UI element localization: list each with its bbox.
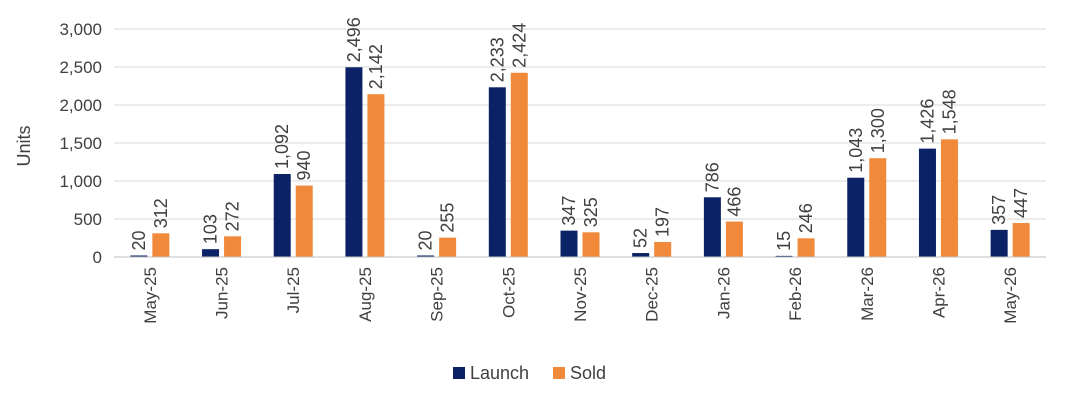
x-tick-label: Nov-25 — [571, 267, 590, 322]
bar-launch — [130, 255, 148, 257]
x-tick-label: Jun-25 — [213, 267, 232, 319]
x-tick-label: May-26 — [1001, 267, 1020, 324]
y-tick-label: 1,000 — [59, 172, 102, 191]
data-label-launch: 20 — [129, 230, 149, 250]
x-tick-label: Aug-25 — [356, 267, 375, 322]
x-tick-label: Feb-26 — [786, 267, 805, 321]
data-label-sold: 255 — [438, 203, 458, 233]
bar-sold — [940, 139, 958, 257]
data-label-launch: 357 — [989, 195, 1009, 225]
x-tick-label: Sep-25 — [428, 267, 447, 322]
data-label-launch: 103 — [201, 214, 221, 244]
bar-launch — [345, 67, 363, 257]
x-tick-label: Oct-25 — [499, 267, 518, 318]
data-label-sold: 1,548 — [939, 89, 959, 134]
bar-launch — [918, 148, 936, 257]
data-label-launch: 20 — [416, 230, 436, 250]
bar-launch — [273, 174, 291, 257]
data-label-launch: 1,092 — [272, 124, 292, 169]
bar-launch — [847, 177, 865, 257]
bar-sold — [582, 232, 600, 257]
bar-sold — [295, 185, 313, 257]
y-axis-title: Units — [14, 125, 34, 166]
bar-sold — [152, 233, 170, 257]
bar-sold — [797, 238, 815, 257]
y-tick-label: 2,000 — [59, 96, 102, 115]
data-label-launch: 347 — [559, 196, 579, 226]
data-label-sold: 312 — [151, 198, 171, 228]
data-label-sold: 246 — [796, 203, 816, 233]
bar-sold — [869, 158, 887, 257]
data-label-sold: 466 — [724, 187, 744, 217]
x-tick-label: Jan-26 — [714, 267, 733, 319]
bar-launch — [632, 253, 650, 257]
data-label-sold: 447 — [1011, 188, 1031, 218]
y-tick-label: 500 — [74, 210, 102, 229]
x-tick-label: Jul-25 — [284, 267, 303, 313]
gridlines — [114, 28, 1046, 258]
bar-sold — [439, 237, 457, 257]
bar-sold — [725, 221, 743, 257]
bar-sold — [224, 236, 242, 257]
legend-swatch-launch — [453, 367, 465, 379]
bar-launch — [990, 229, 1008, 257]
y-axis: 0 500 1,000 1,500 2,000 2,500 3,000 — [59, 20, 102, 267]
bar-launch — [560, 230, 578, 257]
data-label-launch: 2,233 — [487, 37, 507, 82]
bar-launch — [775, 255, 793, 257]
bar-launch — [488, 87, 506, 258]
legend-label-sold: Sold — [570, 363, 606, 383]
y-tick-label: 3,000 — [59, 20, 102, 39]
x-tick-label: Apr-26 — [929, 267, 948, 318]
bar-sold — [654, 242, 672, 257]
bar-sold — [510, 72, 528, 257]
data-label-sold: 2,424 — [509, 23, 529, 68]
data-label-sold: 272 — [223, 201, 243, 231]
data-label-sold: 197 — [653, 207, 673, 237]
data-label-launch: 15 — [774, 231, 794, 251]
data-label-launch: 52 — [631, 228, 651, 248]
bar-launch — [417, 255, 435, 257]
x-tick-label: Mar-26 — [858, 267, 877, 321]
bar-launch — [703, 197, 721, 257]
data-label-sold: 940 — [294, 151, 314, 181]
data-label-launch: 1,426 — [917, 99, 937, 144]
y-tick-label: 0 — [93, 248, 102, 267]
y-tick-label: 1,500 — [59, 134, 102, 153]
legend: Launch Sold — [453, 363, 606, 383]
data-label-sold: 2,142 — [366, 44, 386, 89]
x-axis: May-25 Jun-25 Jul-25 Aug-25 Sep-25 Oct-25 Nov-… — [114, 256, 1046, 324]
bar-launch — [202, 249, 220, 257]
x-tick-label: May-25 — [141, 267, 160, 324]
data-label-sold: 325 — [581, 197, 601, 227]
legend-swatch-sold — [553, 367, 565, 379]
bar-sold — [367, 94, 385, 257]
bars — [130, 67, 1030, 258]
data-label-launch: 2,496 — [344, 17, 364, 62]
y-tick-label: 2,500 — [59, 58, 102, 77]
legend-label-launch: Launch — [470, 363, 529, 383]
data-label-sold: 1,300 — [868, 108, 888, 153]
data-label-launch: 786 — [702, 162, 722, 192]
bar-sold — [1012, 223, 1030, 257]
data-label-launch: 1,043 — [846, 128, 866, 173]
x-tick-label: Dec-25 — [643, 267, 662, 322]
